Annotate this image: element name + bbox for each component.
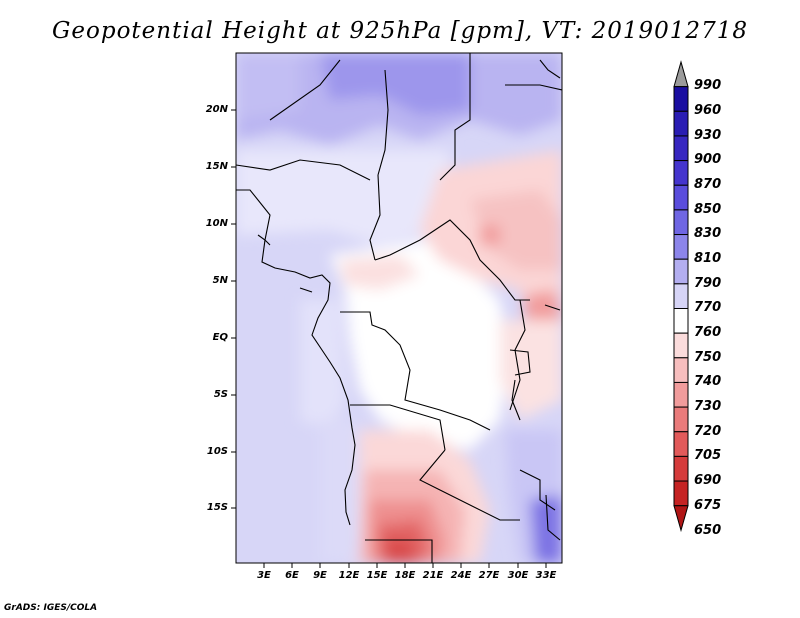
colorbar-swatch [673, 431, 689, 457]
colorbar-label: 870 [694, 177, 722, 192]
colorbar-swatch [673, 283, 689, 310]
colorbar [673, 60, 689, 533]
x-tick-label: 33E [535, 570, 557, 581]
x-tick-label: 15E [366, 570, 388, 581]
colorbar-label: 760 [694, 325, 722, 340]
colorbar-swatch [673, 480, 689, 507]
coastline-borders [236, 53, 562, 563]
colorbar-swatch [673, 258, 689, 285]
colorbar-swatch [673, 308, 689, 334]
colorbar-bottom-triangle [673, 505, 689, 533]
colorbar-top-triangle [673, 60, 689, 88]
colorbar-swatch [673, 86, 689, 112]
grads-credit: GrADS: IGES/COLA [4, 603, 98, 613]
colorbar-swatch [673, 135, 689, 162]
colorbar-label: 810 [694, 251, 722, 266]
colorbar-label: 770 [694, 300, 722, 315]
x-tick-label: 21E [422, 570, 444, 581]
colorbar-label: 850 [694, 202, 722, 217]
colorbar-swatch [673, 234, 689, 260]
colorbar-label: 750 [694, 350, 722, 365]
y-tick-label: 10N [205, 218, 228, 229]
x-tick-label: 3E [257, 570, 271, 581]
x-tick-label: 27E [478, 570, 500, 581]
x-tick-label: 12E [338, 570, 360, 581]
colorbar-label: 720 [694, 424, 722, 439]
colorbar-label: 690 [694, 473, 722, 488]
geopotential-field [236, 53, 562, 563]
colorbar-swatch [673, 110, 689, 137]
y-tick-label: 20N [205, 104, 228, 115]
colorbar-label: 830 [694, 226, 722, 241]
plot-frame [235, 52, 563, 564]
colorbar-label: 900 [694, 152, 722, 167]
y-tick-label: 15S [206, 502, 228, 513]
colorbar-swatch [673, 455, 689, 482]
y-tick-label: EQ [212, 332, 228, 343]
x-tick-label: 18E [394, 570, 416, 581]
colorbar-label: 960 [694, 103, 722, 118]
colorbar-label: 705 [694, 448, 722, 463]
colorbar-swatch [673, 209, 689, 236]
y-tick-label: 10S [206, 446, 228, 457]
colorbar-swatch [673, 406, 689, 433]
colorbar-label: 990 [694, 78, 722, 93]
colorbar-swatch [673, 160, 689, 186]
colorbar-swatch [673, 381, 689, 408]
y-tick-label: 15N [205, 161, 228, 172]
colorbar-label: 650 [694, 523, 722, 538]
colorbar-swatch [673, 184, 689, 211]
y-tick-label: 5N [212, 275, 228, 286]
x-tick-label: 9E [313, 570, 327, 581]
colorbar-swatch [673, 332, 689, 359]
x-tick-label: 24E [450, 570, 472, 581]
colorbar-label: 930 [694, 128, 722, 143]
colorbar-label: 740 [694, 374, 722, 389]
x-tick-label: 30E [507, 570, 529, 581]
colorbar-swatch [673, 357, 689, 383]
colorbar-label: 790 [694, 276, 722, 291]
colorbar-label: 730 [694, 399, 722, 414]
axis-ticks [231, 109, 547, 568]
colorbar-label: 675 [694, 498, 722, 513]
map-title: Geopotential Height at 925hPa [gpm], VT:… [52, 18, 748, 44]
y-tick-label: 5S [213, 389, 228, 400]
x-tick-label: 6E [285, 570, 299, 581]
